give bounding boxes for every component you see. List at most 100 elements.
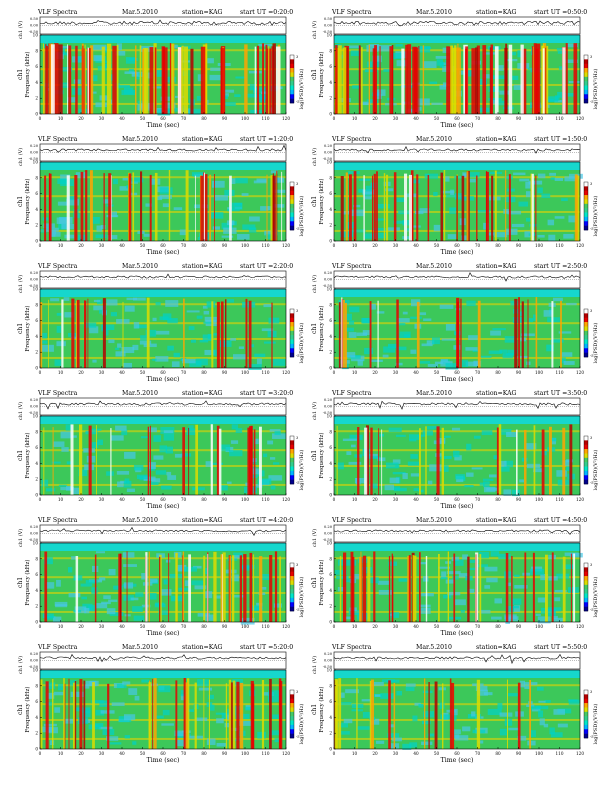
spectrogram-burst — [562, 556, 566, 622]
spectrogram-speckle — [237, 234, 250, 240]
spectrogram-speckle — [115, 347, 120, 350]
panel-header-title: VLF Spectra — [37, 517, 78, 524]
x-tick-label: 10 — [352, 370, 358, 375]
spectrogram-speckle — [159, 194, 172, 199]
spectrogram-speckle — [90, 442, 99, 449]
spectrogram-burst — [531, 46, 533, 114]
spectrogram-burst — [216, 301, 220, 368]
spectrogram-burst — [407, 555, 410, 622]
colorbar-segment — [584, 55, 588, 60]
spectrogram-speckle — [422, 576, 429, 582]
spectrogram-burst — [150, 425, 151, 495]
spectrogram-burst — [68, 678, 70, 749]
spectrogram-speckle — [242, 224, 256, 230]
spectrogram-speckle — [392, 737, 402, 742]
spectrogram-speckle — [455, 735, 469, 741]
spectrogram-speckle — [497, 702, 503, 710]
spectrogram-burst — [230, 682, 234, 749]
spectrogram-burst — [182, 551, 185, 622]
spectrogram-burst — [521, 48, 527, 115]
spectrogram-speckle — [54, 359, 62, 366]
panel-header-start-ut: start UT =0:20:0 — [240, 9, 293, 16]
panel-header-start-ut: start UT =3:20:0 — [240, 390, 293, 397]
spectrogram-speckle — [566, 466, 571, 471]
spectrogram-burst — [172, 43, 175, 115]
colorbar-segment — [290, 195, 294, 200]
spectrogram-burst — [84, 44, 86, 114]
spectrogram-speckle — [228, 202, 243, 210]
spectrogram-speckle — [207, 58, 214, 64]
waveform-axis-label: ch1 (V) — [17, 402, 24, 420]
waveform-axis-label: ch1 (V) — [311, 148, 318, 166]
x-tick-label: 90 — [222, 370, 228, 375]
spectrogram-speckle — [155, 356, 169, 362]
colorbar-tick-label: 3 — [590, 309, 593, 313]
spectrogram-speckle — [150, 482, 159, 486]
spectrogram-burst — [51, 44, 55, 114]
spectrogram-speckle — [374, 232, 388, 239]
x-tick-label: 10 — [352, 751, 358, 756]
colorbar-segment — [290, 94, 294, 99]
spectrogram-burst — [372, 175, 374, 241]
spectrogram-speckle — [370, 483, 378, 489]
spectrogram-speckle — [346, 352, 356, 358]
spectrogram-speckle — [366, 45, 379, 52]
spectrogram-speckle — [377, 580, 391, 585]
spectrogram-speckle — [356, 332, 368, 337]
spectrogram-burst — [542, 48, 545, 114]
spectrogram-speckle — [117, 343, 122, 348]
spectrogram-burst — [551, 301, 554, 368]
spectrogram-speckle — [121, 89, 135, 96]
x-tick-label: 80 — [201, 497, 207, 502]
spectrogram-speckle — [67, 97, 76, 103]
spectrogram-speckle — [145, 329, 157, 337]
spectrogram-speckle — [482, 478, 494, 481]
colorbar-segment — [290, 186, 294, 192]
spectrogram-speckle — [556, 48, 563, 51]
spectrogram-speckle — [260, 586, 267, 590]
spectrogram-speckle — [97, 439, 103, 446]
panel-header-date: Mar.5.2010 — [122, 644, 158, 651]
spectrogram-speckle — [364, 233, 377, 239]
spectrogram-speckle — [136, 474, 149, 480]
colorbar-frame — [289, 54, 295, 104]
colorbar-segment — [290, 59, 294, 65]
spectrogram-speckle — [525, 217, 531, 222]
spectrogram-speckle — [562, 460, 570, 466]
colorbar-segment — [290, 225, 294, 231]
spectrogram-speckle — [141, 679, 150, 683]
colorbar-segment — [290, 698, 294, 704]
colorbar-segment — [290, 352, 294, 358]
colorbar-segment — [584, 602, 588, 607]
spectrogram-panel-2-20-0: VLF Spectra Mar.5.2010 station=KAG start UT… — [17, 263, 305, 383]
colorbar-frame — [583, 54, 589, 104]
x-tick-label: 90 — [516, 497, 522, 502]
spectrogram-speckle — [176, 564, 187, 572]
colorbar-segment — [290, 479, 294, 485]
spectrogram-speckle — [506, 431, 518, 438]
spectrogram-speckle — [71, 487, 81, 495]
spectrogram-burst — [441, 427, 444, 495]
colorbar-tick-label: 3 — [590, 436, 593, 440]
spectrogram-speckle — [386, 227, 400, 231]
colorbar-segment — [290, 690, 294, 695]
spectrogram-speckle — [382, 354, 389, 358]
spectrogram-speckle — [395, 434, 406, 437]
spectrogram-burst — [247, 427, 251, 495]
spectrogram-horizontal-band — [40, 303, 286, 306]
spectrogram-speckle — [535, 613, 541, 616]
y-tick-label: 6 — [35, 699, 38, 704]
spectrogram-speckle — [45, 682, 56, 689]
spectrogram-speckle — [364, 69, 378, 73]
spectrogram-speckle — [441, 571, 447, 578]
x-axis-label: Time (sec) — [147, 757, 180, 764]
colorbar-segment — [290, 348, 294, 353]
spectrogram-speckle — [133, 322, 140, 329]
spectrogram-speckle — [346, 451, 352, 456]
panel-header-title: VLF Spectra — [331, 9, 372, 16]
colorbar-segment — [290, 589, 294, 594]
spectrogram-horizontal-band — [40, 176, 286, 179]
spectrogram-speckle — [453, 559, 464, 566]
x-axis-label: Time (sec) — [441, 249, 474, 256]
spectrogram-burst — [248, 300, 252, 368]
